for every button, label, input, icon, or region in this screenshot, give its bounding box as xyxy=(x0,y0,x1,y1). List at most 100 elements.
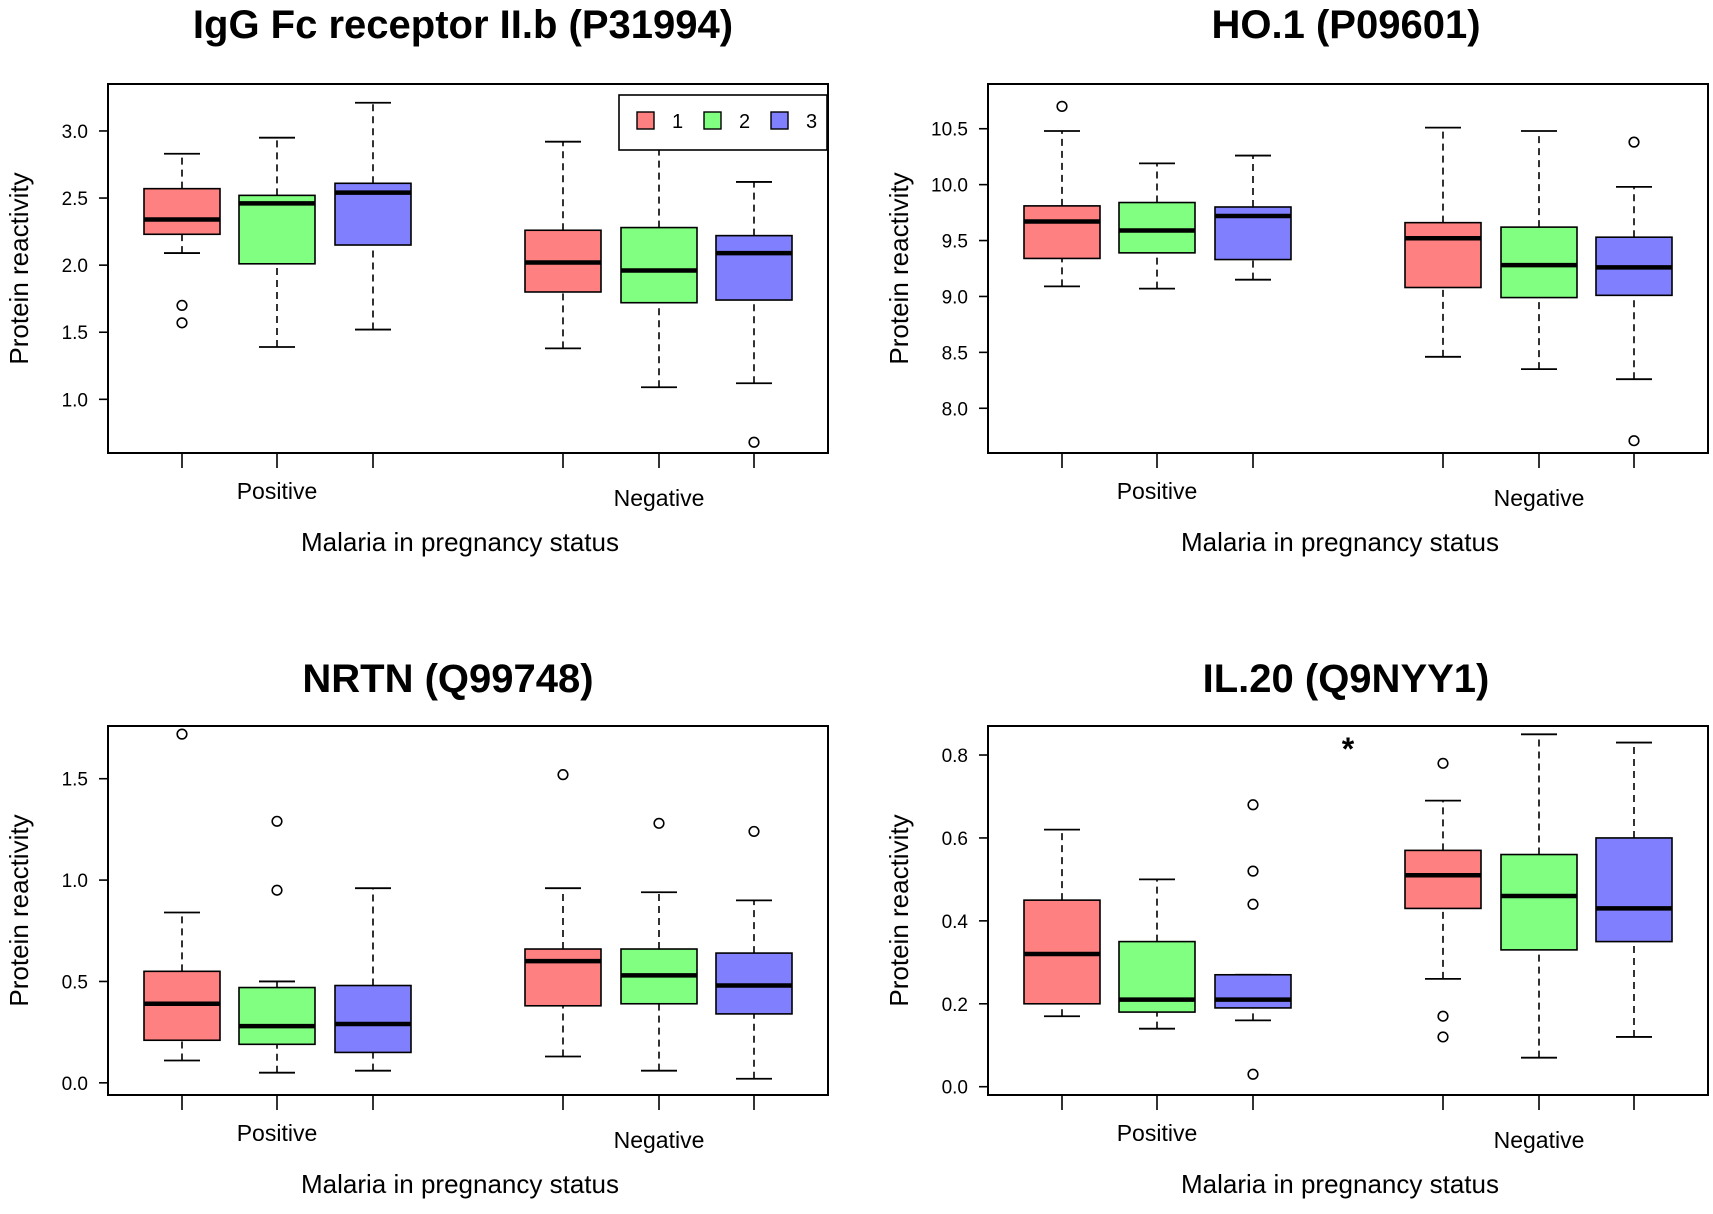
box-positive-1 xyxy=(1023,100,1101,288)
plot-frame xyxy=(107,83,829,454)
box-negative-2 xyxy=(1500,130,1578,371)
outlier-point xyxy=(748,436,760,448)
chart-panel-1: IgG Fc receptor II.b (P31994) 1.0 1.5 2.0 2.… xyxy=(4,3,829,557)
box-negative-3 xyxy=(715,825,793,1080)
x-group-label-negative: Negative xyxy=(614,1127,705,1153)
outlier-point xyxy=(271,815,283,827)
x-group-label-negative: Negative xyxy=(1494,485,1585,511)
legend-label-1: 1 xyxy=(672,111,683,133)
box-body xyxy=(620,226,698,304)
chart-title: NRTN (Q99748) xyxy=(302,657,593,701)
outlier-point xyxy=(1628,435,1640,447)
x-group-label-positive: Positive xyxy=(237,1120,318,1146)
box-positive-2 xyxy=(1118,162,1196,290)
x-group-label-negative: Negative xyxy=(1494,1127,1585,1153)
y-tick-label: 1.0 xyxy=(62,390,88,411)
chart-panel-4: IL.20 (Q9NYY1) 0.0 0.2 0.4 0.6 0.8 Protein rea… xyxy=(884,657,1709,1199)
y-tick-label: 0.5 xyxy=(62,972,88,993)
y-axis-label: Protein reactivity xyxy=(884,172,914,364)
outlier-point xyxy=(1247,898,1259,910)
box-body xyxy=(1214,973,1292,1009)
x-group-label-positive: Positive xyxy=(1117,478,1198,504)
box-body xyxy=(1500,226,1578,299)
chart-panel-3: NRTN (Q99748) 0.0 0.5 1.0 1.5 Protein reactiv… xyxy=(4,657,829,1199)
legend-label-3: 3 xyxy=(806,111,817,133)
box-negative-3 xyxy=(715,181,793,448)
y-tick-label: 2.0 xyxy=(62,256,88,277)
outlier-point xyxy=(1247,865,1259,877)
box-body xyxy=(1118,201,1196,254)
y-tick-label: 10.5 xyxy=(931,120,968,141)
plot-frame xyxy=(987,83,1709,454)
legend-swatch-2 xyxy=(703,111,722,130)
box-positive-1 xyxy=(143,152,221,329)
box-negative-1 xyxy=(1404,126,1482,358)
box-positive-3 xyxy=(334,101,412,331)
box-negative-2 xyxy=(620,817,698,1072)
box-negative-3 xyxy=(1595,741,1673,1038)
y-tick-label: 0.8 xyxy=(942,746,968,767)
x-axis-label: Malaria in pregnancy status xyxy=(301,527,619,557)
y-axis-label: Protein reactivity xyxy=(4,172,34,364)
box-negative-1 xyxy=(524,140,602,350)
legend: 1 2 3 xyxy=(618,94,828,151)
box-body xyxy=(1023,205,1101,260)
x-group-label-negative: Negative xyxy=(614,485,705,511)
x-group-label-positive: Positive xyxy=(1117,1120,1198,1146)
outlier-point xyxy=(271,884,283,896)
y-tick-label: 1.0 xyxy=(62,871,88,892)
plot-frame xyxy=(987,725,1709,1096)
box-positive-1 xyxy=(1023,828,1101,1018)
box-positive-2 xyxy=(238,136,316,348)
box-positive-3 xyxy=(334,887,412,1072)
box-positive-2 xyxy=(1118,878,1196,1030)
y-tick-label: 9.5 xyxy=(942,232,968,253)
y-tick-label: 0.0 xyxy=(942,1078,968,1099)
outlier-point xyxy=(1247,799,1259,811)
box-body xyxy=(1404,849,1482,910)
plot-frame xyxy=(107,725,829,1096)
chart-title: IgG Fc receptor II.b (P31994) xyxy=(193,3,733,47)
box-body xyxy=(1404,221,1482,289)
y-tick-label: 0.4 xyxy=(942,912,969,933)
outlier-point xyxy=(176,728,188,740)
y-tick-label: 2.5 xyxy=(62,189,88,210)
significance-asterisk: * xyxy=(1342,731,1355,767)
legend-label-2: 2 xyxy=(739,111,750,133)
box-positive-3 xyxy=(1214,799,1292,1080)
y-tick-label: 1.5 xyxy=(62,770,88,791)
box-positive-1 xyxy=(143,728,221,1062)
box-body xyxy=(238,194,316,265)
outlier-point xyxy=(1437,1010,1449,1022)
y-axis-label: Protein reactivity xyxy=(4,814,34,1006)
y-axis-label: Protein reactivity xyxy=(884,814,914,1006)
x-axis-label: Malaria in pregnancy status xyxy=(301,1169,619,1199)
box-body xyxy=(238,986,316,1046)
y-tick-label: 0.6 xyxy=(942,829,968,850)
outlier-point xyxy=(1628,136,1640,148)
outlier-point xyxy=(748,825,760,838)
outlier-point xyxy=(1437,1031,1449,1043)
legend-swatch-1 xyxy=(636,111,655,130)
y-tick-label: 0.2 xyxy=(942,995,968,1016)
box-negative-2 xyxy=(1500,733,1578,1059)
outlier-point xyxy=(176,317,188,329)
box-body xyxy=(524,948,602,1007)
box-negative-2 xyxy=(620,142,698,389)
box-body xyxy=(334,984,412,1054)
outlier-point xyxy=(1437,757,1449,769)
box-body xyxy=(143,187,221,236)
x-axis-label: Malaria in pregnancy status xyxy=(1181,1169,1499,1199)
y-tick-label: 0.0 xyxy=(62,1074,88,1095)
outlier-point xyxy=(653,817,665,829)
y-tick-label: 10.0 xyxy=(931,176,968,197)
box-positive-2 xyxy=(238,815,316,1074)
legend-swatch-3 xyxy=(770,111,789,130)
box-body xyxy=(1595,837,1673,943)
chart-title: HO.1 (P09601) xyxy=(1211,3,1480,47)
chart-panel-2: HO.1 (P09601) 8.0 8.5 9.0 9.5 10.0 10.5 Protein… xyxy=(884,3,1709,557)
box-negative-3 xyxy=(1595,136,1673,447)
outlier-point xyxy=(176,299,188,312)
y-tick-label: 8.0 xyxy=(942,399,968,420)
